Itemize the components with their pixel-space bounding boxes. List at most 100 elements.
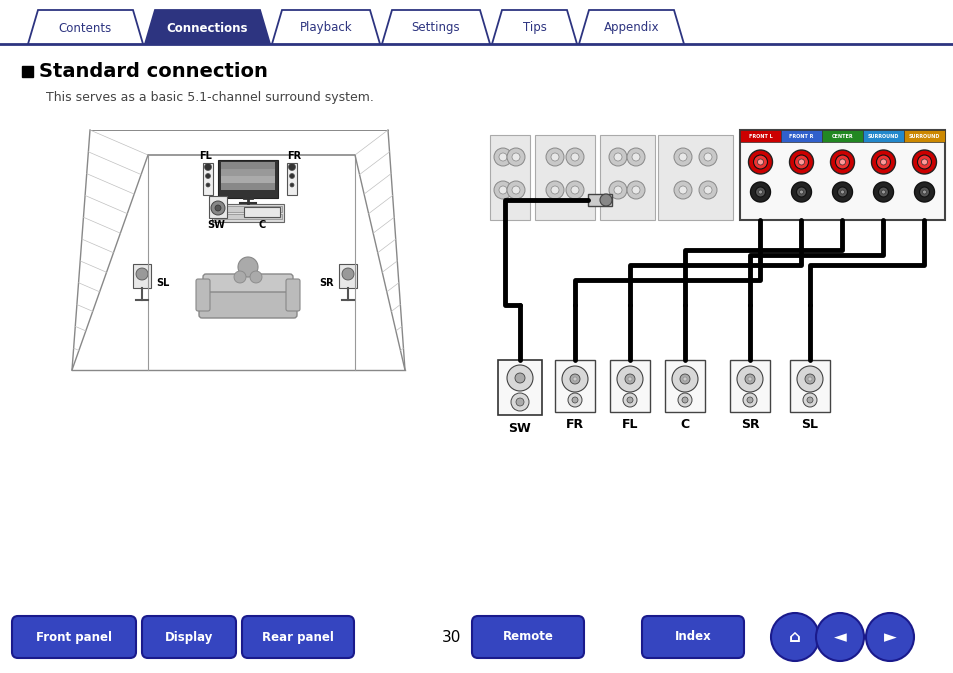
Circle shape [799,190,802,194]
Circle shape [494,148,512,166]
Circle shape [840,190,843,194]
Circle shape [914,182,934,202]
Circle shape [626,397,633,403]
Circle shape [627,377,631,381]
Text: Appendix: Appendix [603,22,659,34]
Circle shape [789,150,813,174]
Text: Settings: Settings [412,22,460,34]
FancyBboxPatch shape [472,616,583,658]
Circle shape [881,190,884,194]
Circle shape [233,271,246,283]
Text: CENTER: CENTER [831,133,852,139]
Bar [729,360,769,412]
FancyBboxPatch shape [199,292,296,318]
Circle shape [494,181,512,199]
Bar [862,130,903,142]
Circle shape [878,187,887,197]
Text: C: C [258,220,265,230]
Circle shape [206,183,210,187]
Circle shape [835,155,848,169]
Text: SL: SL [801,419,818,431]
Circle shape [791,182,811,202]
Bar [490,135,530,220]
Circle shape [703,186,711,194]
Bar [213,206,282,212]
Circle shape [770,613,818,661]
Circle shape [506,148,524,166]
Bar [218,160,277,198]
Text: SR: SR [319,278,334,288]
Circle shape [608,181,626,199]
Text: ◄: ◄ [833,628,845,646]
Circle shape [804,374,814,384]
Circle shape [571,186,578,194]
Bar [221,183,274,190]
Circle shape [679,153,686,161]
Circle shape [798,159,803,165]
Bar [740,130,944,220]
FancyBboxPatch shape [12,616,136,658]
FancyBboxPatch shape [641,616,743,658]
Circle shape [599,194,612,206]
Circle shape [498,186,506,194]
Circle shape [551,186,558,194]
Text: SW: SW [508,421,531,435]
Circle shape [837,187,846,197]
Circle shape [516,398,523,406]
Bar [789,360,829,412]
Polygon shape [381,10,490,44]
Circle shape [839,159,844,165]
Bar [22,66,33,77]
Circle shape [679,374,689,384]
Circle shape [742,393,757,407]
Circle shape [545,148,563,166]
Circle shape [750,182,770,202]
Bar [221,176,274,183]
Text: Standard connection: Standard connection [39,62,268,81]
Text: Contents: Contents [59,22,112,34]
Circle shape [631,186,639,194]
Circle shape [830,150,854,174]
Circle shape [569,374,579,384]
Circle shape [614,186,621,194]
Circle shape [678,393,691,407]
Circle shape [873,182,893,202]
Circle shape [802,393,816,407]
Circle shape [922,190,925,194]
Circle shape [515,373,524,383]
Text: 30: 30 [442,629,461,645]
FancyBboxPatch shape [286,279,299,311]
Text: SW: SW [207,220,225,230]
Circle shape [614,153,621,161]
Circle shape [205,174,211,178]
Circle shape [746,397,752,403]
Circle shape [806,397,812,403]
Circle shape [679,186,686,194]
Circle shape [289,174,294,178]
Circle shape [250,271,262,283]
Polygon shape [145,10,270,44]
Circle shape [880,159,885,165]
Bar [497,360,541,415]
Text: Display: Display [165,631,213,643]
Bar [203,163,213,195]
Circle shape [545,181,563,199]
Circle shape [617,366,642,392]
Bar [535,135,595,220]
Bar [903,130,944,142]
Circle shape [911,150,936,174]
Bar [338,264,356,288]
Circle shape [565,148,583,166]
Text: SURROUND: SURROUND [908,133,940,139]
Text: FL: FL [621,419,638,431]
Circle shape [136,268,148,280]
Circle shape [498,153,506,161]
Text: SURROUND: SURROUND [867,133,899,139]
Circle shape [573,377,577,381]
Circle shape [341,268,354,280]
Text: FRONT L: FRONT L [748,133,772,139]
Bar [740,130,781,142]
Circle shape [551,153,558,161]
Text: FRONT R: FRONT R [788,133,813,139]
Bar [132,264,151,288]
